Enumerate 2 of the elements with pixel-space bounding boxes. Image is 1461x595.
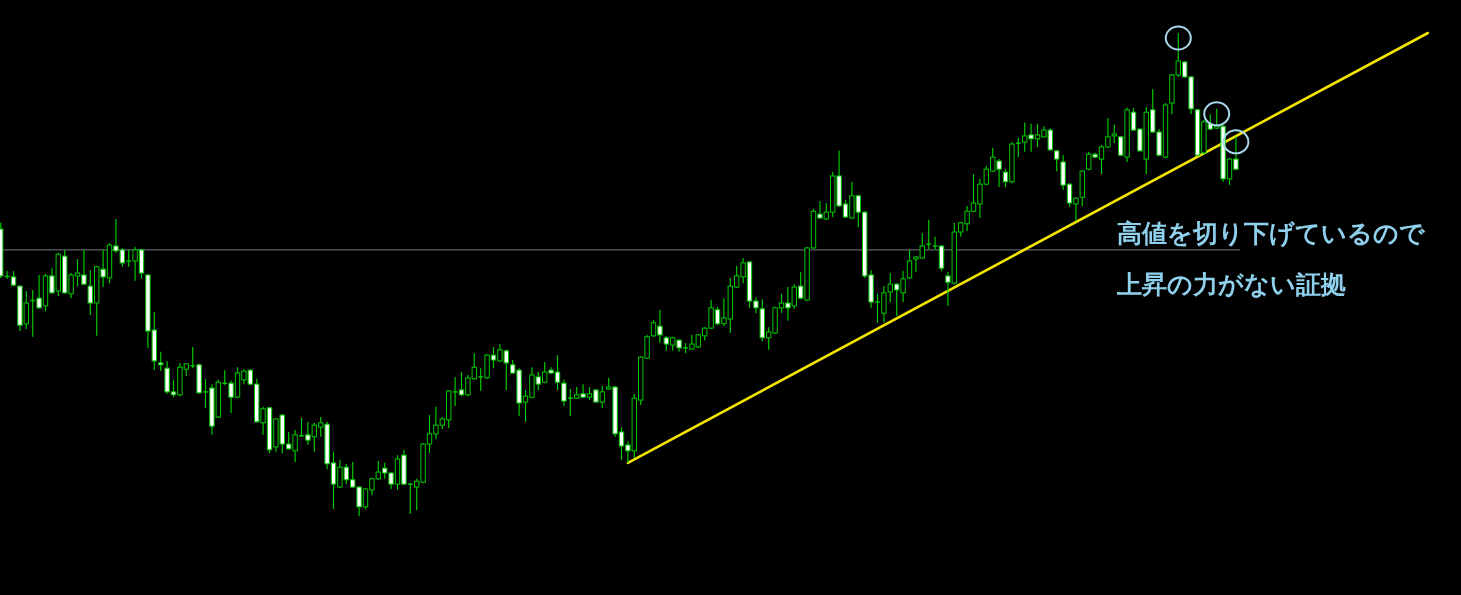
annotation: 高値を切り下げているので bbox=[1117, 219, 1425, 248]
annotation: 上昇の力がない証拠 bbox=[1117, 270, 1346, 299]
